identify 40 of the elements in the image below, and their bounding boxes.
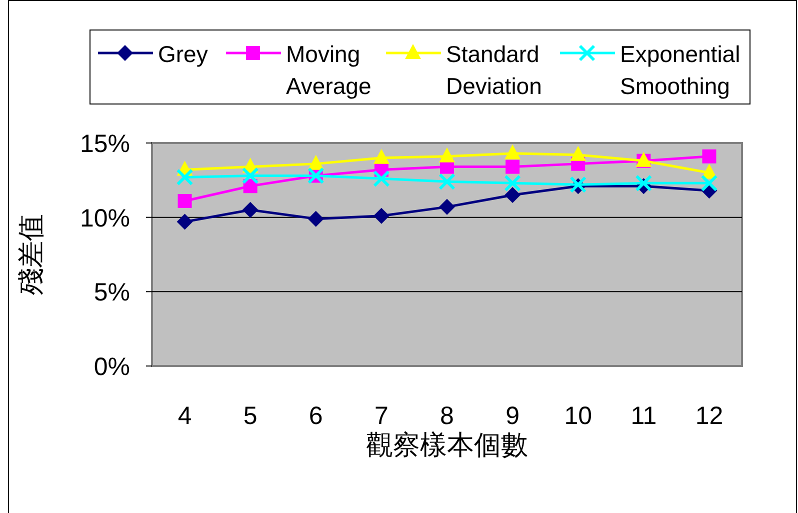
x-tick-label: 10 [564, 402, 592, 430]
x-tick-label: 12 [695, 402, 724, 430]
legend-label: Exponential Smoothing [620, 41, 740, 99]
point [438, 173, 456, 190]
point [506, 160, 520, 174]
point [178, 194, 192, 208]
x-tick-label: 4 [178, 402, 192, 430]
point [373, 208, 390, 224]
point [504, 187, 521, 204]
point [504, 174, 522, 192]
point [570, 146, 586, 161]
point [702, 149, 716, 164]
legend-label: Standard Deviation [446, 41, 542, 99]
point [372, 170, 390, 188]
legend-label: Moving Average [286, 41, 372, 99]
point [373, 148, 390, 164]
point [439, 147, 455, 162]
point [176, 168, 194, 186]
point [176, 214, 193, 230]
point [308, 154, 324, 170]
y-axis-title: 殘差值 [16, 214, 46, 295]
point [700, 174, 718, 192]
x-tick-label: 7 [374, 402, 388, 430]
legend-label: Grey [158, 41, 208, 67]
x-tick-label: 6 [308, 402, 323, 430]
y-tick-label: 15% [80, 130, 130, 158]
x-tick-label: 8 [440, 402, 454, 430]
x-tick-label: 11 [630, 402, 657, 430]
point [504, 144, 521, 160]
y-tick-label: 10% [80, 204, 130, 232]
point [439, 198, 455, 215]
point [308, 210, 324, 227]
point [635, 174, 652, 192]
x-tick-label: 5 [243, 402, 258, 430]
y-tick-label: 5% [94, 278, 130, 307]
x-axis-title: 觀察樣本個數 [366, 430, 528, 460]
y-tick-label: 0% [94, 353, 130, 381]
x-tick-label: 9 [506, 402, 520, 430]
point [242, 202, 258, 218]
point [242, 167, 259, 184]
